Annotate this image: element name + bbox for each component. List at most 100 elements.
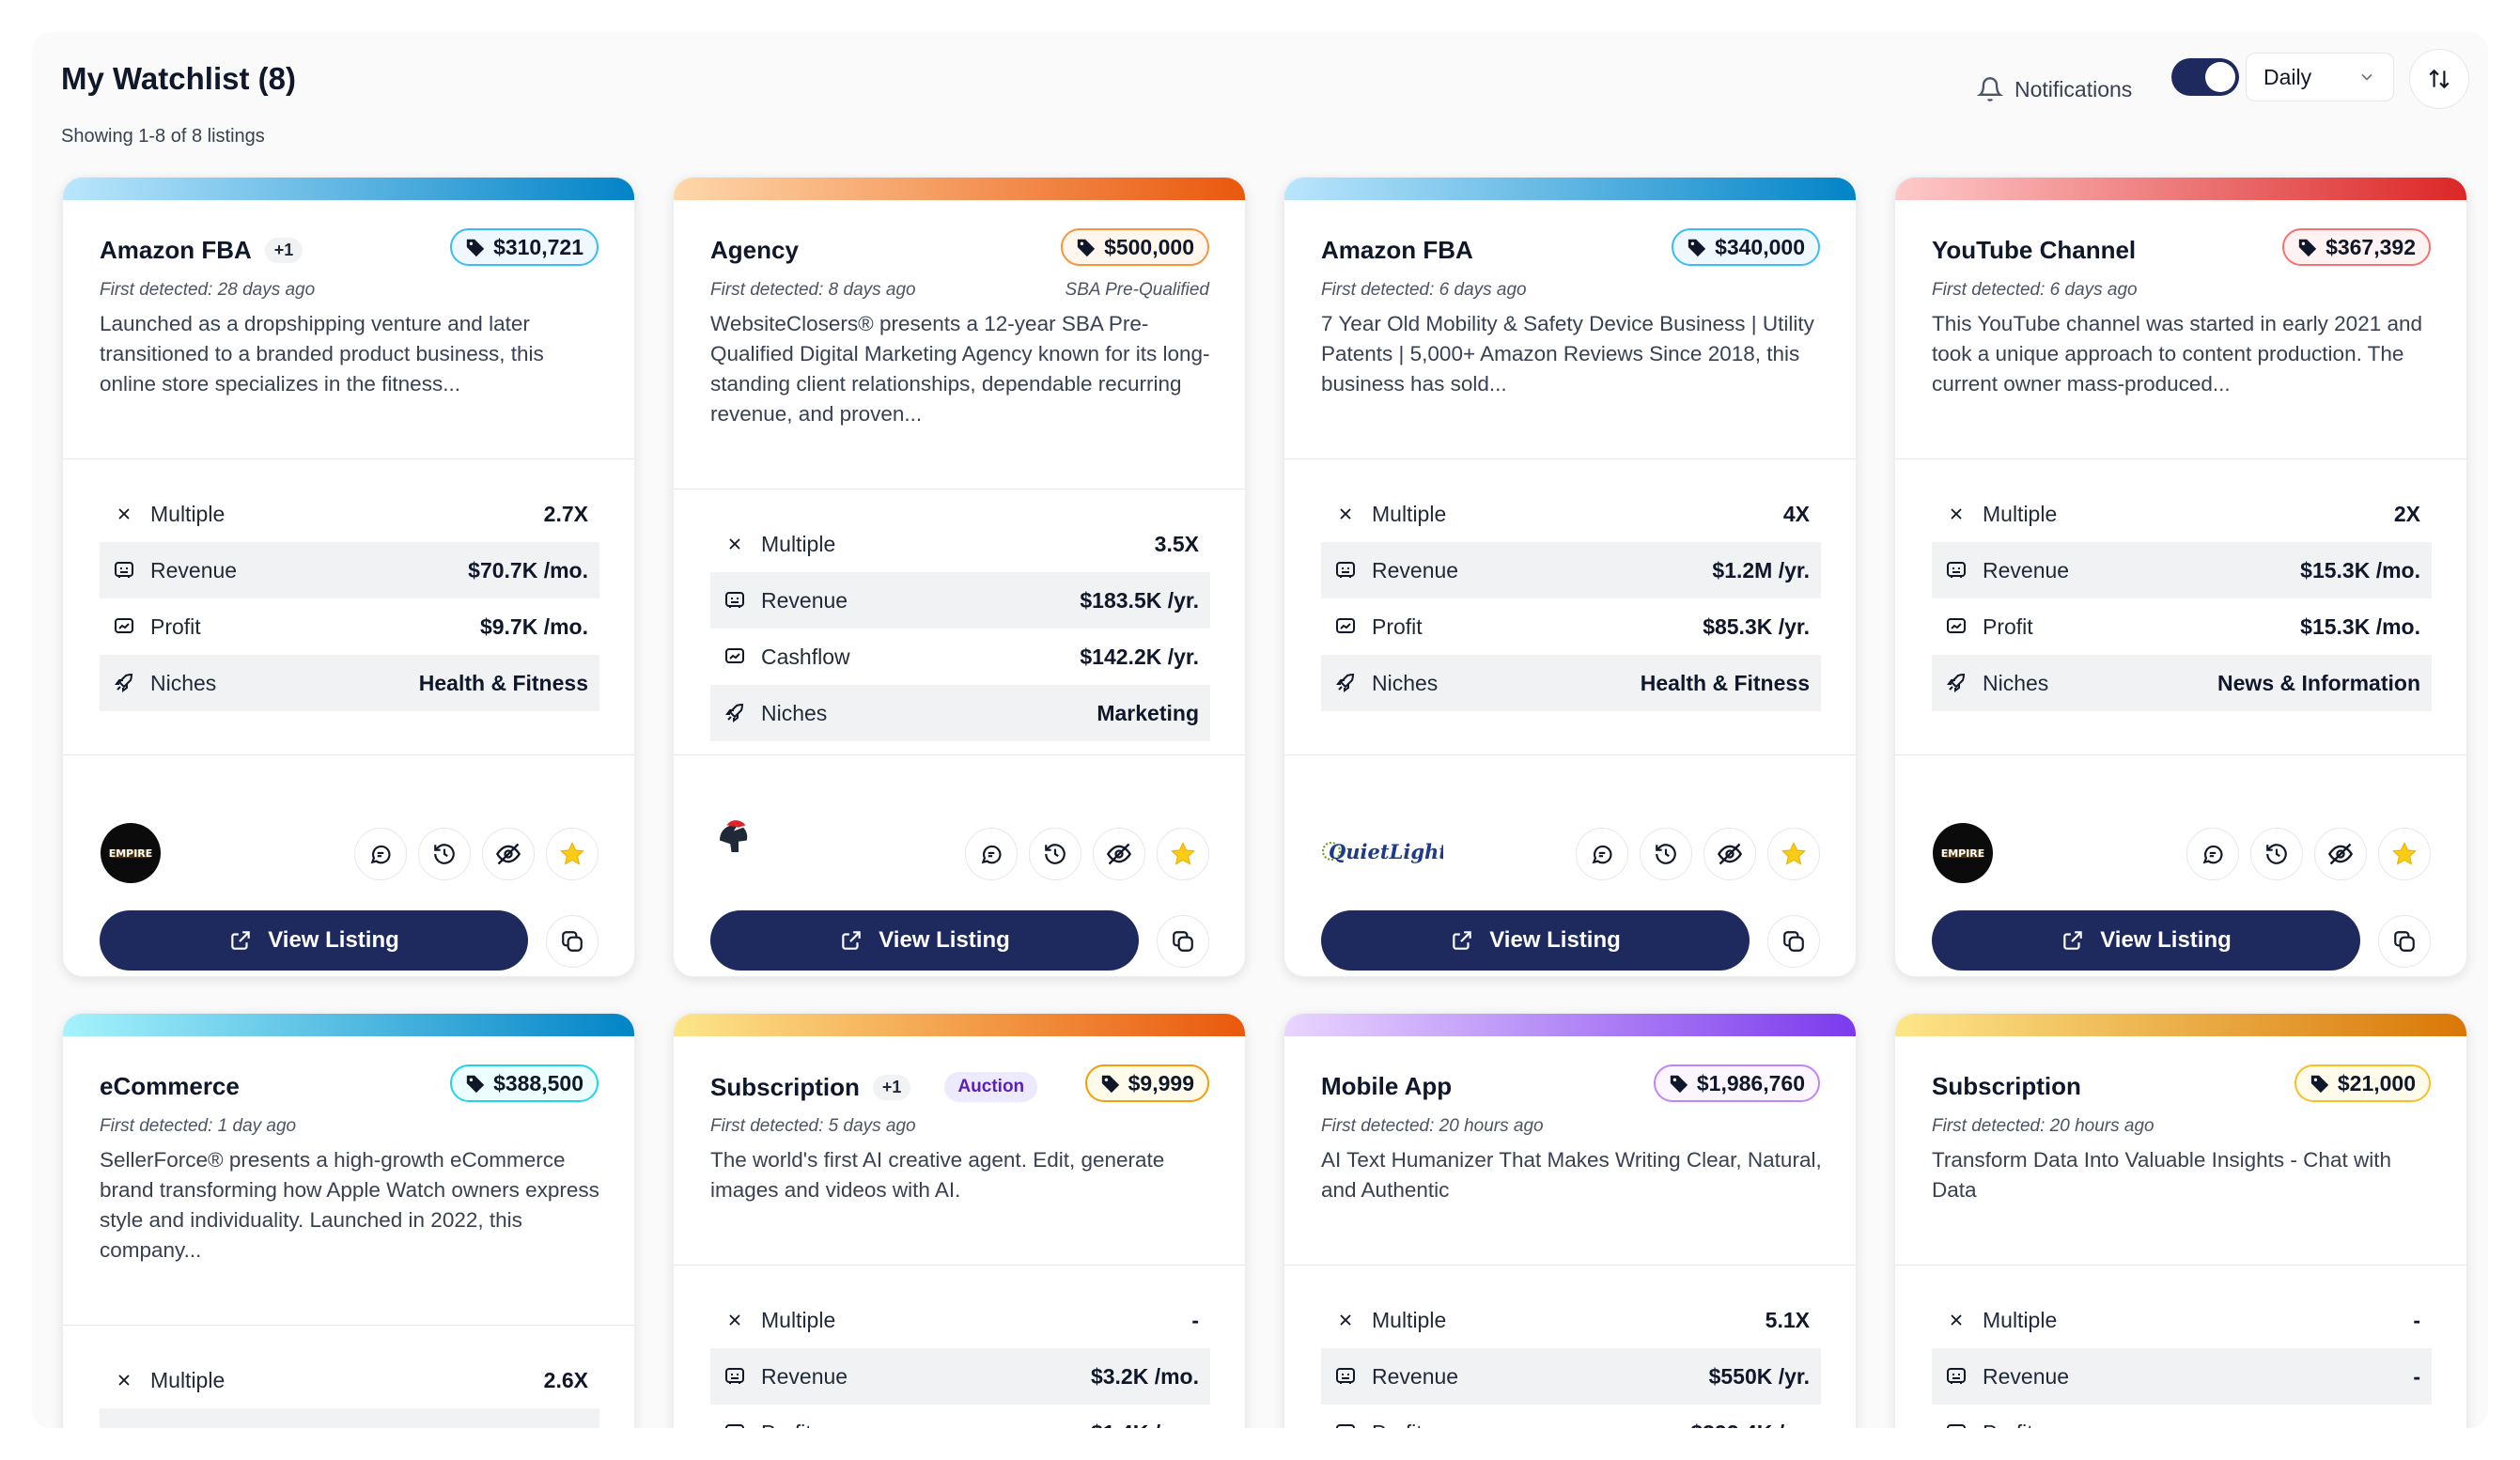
metric-label: Revenue [1372, 1363, 1459, 1389]
card-actions [2186, 828, 2431, 880]
metric-multiple: Multiple 2X [1932, 486, 2432, 542]
metric-profit: Profit $85.3K /yr. [1321, 598, 1821, 655]
notes-button[interactable] [1576, 828, 1628, 880]
history-icon [2266, 844, 2287, 864]
listing-card: Subscription $21,000 First detected: 20 … [1894, 1013, 2467, 1428]
card-accent-bar [1895, 178, 2466, 200]
revenue-icon [1943, 557, 1969, 583]
listing-card: Amazon FBA $340,000 First detected: 6 da… [1283, 177, 1857, 977]
view-listing-button[interactable]: View Listing [1932, 910, 2360, 971]
copy-button[interactable] [546, 915, 599, 968]
metric-multiple: Multiple 4X [1321, 486, 1821, 542]
notes-button[interactable] [2186, 828, 2239, 880]
metrics-table: Multiple 2.7X Revenue $70.7K /mo. Profit $9… [100, 486, 599, 711]
copy-button[interactable] [1767, 915, 1820, 968]
price-value: $21,000 [2337, 1070, 2416, 1095]
metric-niches: Niches Marketing [710, 685, 1210, 741]
view-listing-label: View Listing [1489, 927, 1621, 953]
card-accent-bar [1895, 1014, 2466, 1036]
copy-button[interactable] [1157, 915, 1209, 968]
bell-icon [1977, 77, 2003, 101]
tag-icon [1688, 239, 1706, 257]
notifications-control: Notifications [1977, 66, 2132, 113]
price-badge: $388,500 [450, 1064, 599, 1102]
favorite-button[interactable] [1767, 828, 1820, 880]
metrics-table: Multiple 4X Revenue $1.2M /yr. Profit $85.3… [1321, 486, 1821, 711]
metric-value: $183.5K /yr. [1080, 587, 1199, 613]
favorite-button[interactable] [1157, 828, 1209, 880]
notifications-toggle[interactable] [2171, 58, 2239, 96]
frequency-select[interactable]: Daily [2246, 53, 2394, 101]
card-title-row: Agency [710, 236, 799, 265]
metric-value: News & Information [2217, 670, 2420, 695]
card-title-row: eCommerce [100, 1072, 240, 1101]
sort-button[interactable] [2409, 49, 2469, 109]
notes-button[interactable] [965, 828, 1018, 880]
metric-value: - [2413, 1363, 2420, 1389]
profit-icon [1332, 1420, 1359, 1428]
view-listing-button[interactable]: View Listing [100, 910, 528, 971]
eye-off-icon [2327, 843, 2354, 865]
notes-button[interactable] [354, 828, 407, 880]
metric-value: $1.4K /mo. [1091, 1421, 1199, 1429]
history-button[interactable] [1029, 828, 1081, 880]
card-accent-bar [63, 1014, 634, 1036]
tag-icon [1101, 1075, 1119, 1094]
first-detected: First detected: 5 days ago [710, 1116, 916, 1136]
profit-icon [1332, 614, 1359, 640]
x-icon [111, 501, 137, 527]
card-accent-bar [674, 1014, 1245, 1036]
card-actions [965, 828, 1209, 880]
extra-category-badge[interactable]: +1 [264, 238, 303, 263]
x-icon [722, 1307, 748, 1333]
divider [1284, 754, 1856, 755]
extra-category-badge[interactable]: +1 [872, 1074, 911, 1100]
metric-label: Multiple [150, 501, 226, 526]
hide-button[interactable] [1703, 828, 1756, 880]
card-header: Amazon FBA $340,000 First detected: 6 da… [1284, 200, 1856, 459]
hide-button[interactable] [2314, 828, 2367, 880]
sort-arrows-icon [2429, 69, 2450, 89]
first-detected: First detected: 8 days ago [710, 280, 916, 300]
metric-revenue: Revenue $550K /yr. [1321, 1348, 1821, 1405]
metric-profit: Profit $15.3K /mo. [1932, 598, 2432, 655]
metric-value: 4X [1782, 501, 1810, 526]
metric-multiple: Multiple 3.5X [710, 516, 1210, 572]
metrics-table: Multiple 3.5X Revenue $183.5K /yr. Cashflo… [710, 516, 1210, 741]
copy-button[interactable] [2378, 915, 2431, 968]
metric-label: Niches [150, 670, 217, 695]
eye-off-icon [1717, 843, 1743, 865]
metric-value: $70.7K /mo. [468, 557, 588, 582]
broker-logo: EMPIRE [100, 822, 162, 884]
history-button[interactable] [2250, 828, 2303, 880]
view-listing-button[interactable]: View Listing [710, 910, 1139, 971]
revenue-icon [1332, 1363, 1359, 1390]
metric-value: Marketing [1097, 700, 1199, 725]
page-title: My Watchlist (8) [61, 61, 296, 96]
profit-icon [722, 1420, 748, 1428]
listing-description: Launched as a dropshipping venture and l… [100, 312, 544, 396]
favorite-button[interactable] [546, 828, 599, 880]
price-badge: $21,000 [2294, 1064, 2431, 1102]
metrics-table: Multiple - Revenue $3.2K /mo. Profit$1.4K … [710, 1292, 1210, 1428]
price-badge: $340,000 [1672, 228, 1820, 266]
hide-button[interactable] [1093, 828, 1145, 880]
favorite-button[interactable] [2378, 828, 2431, 880]
metric-value: 3.5X [1154, 531, 1199, 556]
profit-icon [111, 614, 137, 640]
view-listing-button[interactable]: View Listing [1321, 910, 1750, 971]
metric-value: Health & Fitness [418, 670, 588, 695]
metric-label: Multiple [150, 1367, 226, 1392]
metric-label: Niches [761, 700, 828, 725]
hide-button[interactable] [482, 828, 535, 880]
history-button[interactable] [1640, 828, 1692, 880]
metric-label: Multiple [1372, 501, 1447, 526]
metric-value: $85.3K /yr. [1703, 614, 1810, 639]
card-accent-bar [1284, 178, 1856, 200]
metric-label: Multiple [761, 531, 836, 556]
card-accent-bar [674, 178, 1245, 200]
metric-revenue: Revenue $183.5K /yr. [710, 572, 1210, 629]
metric-value: 2X [2393, 501, 2420, 526]
metric-label: Revenue [150, 557, 238, 582]
history-button[interactable] [418, 828, 471, 880]
